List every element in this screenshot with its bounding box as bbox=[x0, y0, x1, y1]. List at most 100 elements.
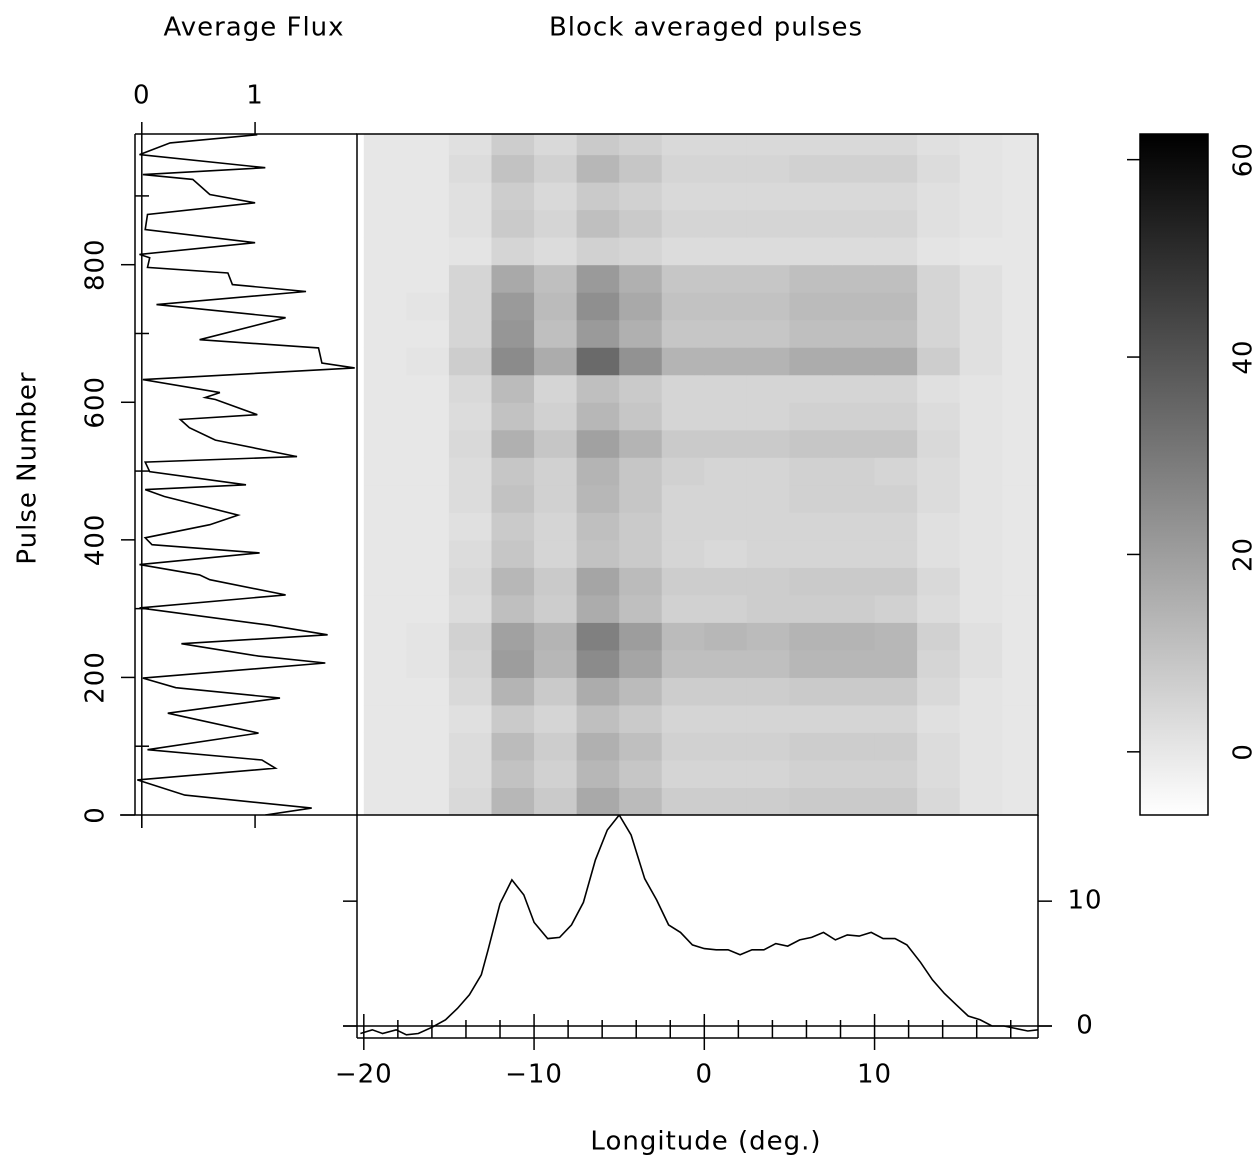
heatmap-cell bbox=[576, 759, 620, 788]
heatmap-cell bbox=[406, 154, 450, 183]
heatmap-cell bbox=[576, 787, 620, 815]
heatmap-cell bbox=[619, 677, 663, 706]
heatmap-cell bbox=[917, 567, 961, 596]
heatmap-cell bbox=[704, 182, 748, 211]
heatmap-cell bbox=[534, 677, 578, 706]
heatmap-cell bbox=[704, 134, 748, 156]
heatmap-cell bbox=[448, 347, 492, 376]
heatmap-cell bbox=[704, 209, 748, 238]
heatmap-cell bbox=[831, 402, 876, 431]
heatmap-cell bbox=[363, 319, 407, 348]
heatmap-cell bbox=[406, 512, 450, 541]
heatmap-cell bbox=[448, 429, 492, 458]
heatmap-cell bbox=[1002, 319, 1038, 348]
heatmap-cell bbox=[619, 182, 663, 211]
heatmap-cell bbox=[491, 264, 535, 293]
heatmap-cell bbox=[363, 622, 407, 651]
heatmap-cell bbox=[576, 134, 620, 156]
heatmap-cell bbox=[661, 567, 705, 596]
heatmap-cell bbox=[406, 209, 450, 238]
flux-line bbox=[137, 134, 355, 815]
heatmap-cell bbox=[576, 512, 620, 541]
heatmap-cell bbox=[831, 264, 876, 293]
heatmap-cell bbox=[917, 402, 961, 431]
heatmap-cell bbox=[363, 134, 407, 156]
heatmap-cell bbox=[917, 622, 961, 651]
heatmap-cell bbox=[363, 759, 407, 788]
heatmap-cell bbox=[448, 759, 492, 788]
heatmap-cell bbox=[406, 292, 450, 321]
heatmap-cell bbox=[406, 759, 450, 788]
heatmap-cell bbox=[704, 567, 748, 596]
heatmap-cell bbox=[789, 264, 833, 293]
heatmap-cell bbox=[363, 457, 407, 486]
heatmap-cell bbox=[406, 787, 450, 815]
heatmap-cell bbox=[746, 539, 790, 568]
heatmap-cell bbox=[874, 484, 918, 513]
heatmap-cell bbox=[874, 154, 918, 183]
heatmap-cell bbox=[789, 677, 833, 706]
heatmap-cell bbox=[746, 759, 790, 788]
heatmap-cell bbox=[789, 704, 833, 733]
heatmap-cell bbox=[448, 374, 492, 403]
heatmap-cell bbox=[959, 649, 1003, 678]
heatmap-cell bbox=[959, 347, 1003, 376]
heatmap-cell bbox=[959, 264, 1003, 293]
heatmap-cell bbox=[874, 594, 918, 623]
heatmap-cell bbox=[661, 209, 705, 238]
heatmap-cell bbox=[661, 264, 705, 293]
heatmap-cell bbox=[831, 732, 876, 761]
heatmap-cell bbox=[448, 292, 492, 321]
heatmap-cell bbox=[363, 512, 407, 541]
heatmap-cell bbox=[874, 264, 918, 293]
heatmap-cell bbox=[491, 134, 535, 156]
heatmap-cell bbox=[959, 209, 1003, 238]
heatmap-cell bbox=[789, 182, 833, 211]
heatmap-cell bbox=[789, 237, 833, 266]
profile-line bbox=[360, 815, 1038, 1036]
heatmap-cell bbox=[619, 622, 663, 651]
heatmap-cell bbox=[959, 787, 1003, 815]
heatmap-cell bbox=[406, 704, 450, 733]
heatmap-cell bbox=[661, 237, 705, 266]
heatmap-cell bbox=[704, 539, 748, 568]
heatmap-cell bbox=[874, 622, 918, 651]
heatmap-cell bbox=[363, 292, 407, 321]
x-tick-label: 10 bbox=[857, 1060, 892, 1090]
heatmap-cell bbox=[959, 622, 1003, 651]
heatmap-cell bbox=[491, 759, 535, 788]
heatmap-cell bbox=[789, 457, 833, 486]
heatmap-cell bbox=[363, 594, 407, 623]
heatmap-cell bbox=[831, 539, 876, 568]
heatmap-cell bbox=[789, 429, 833, 458]
y-tick-label: 600 bbox=[81, 376, 111, 429]
heatmap-cell bbox=[789, 402, 833, 431]
heatmap-cell bbox=[917, 704, 961, 733]
heatmap-cell bbox=[619, 512, 663, 541]
heatmap-cell bbox=[406, 539, 450, 568]
heatmap-cell bbox=[619, 264, 663, 293]
heatmap-cell bbox=[704, 649, 748, 678]
heatmap-cell bbox=[917, 292, 961, 321]
heatmap-cell bbox=[917, 484, 961, 513]
heatmap-cell bbox=[874, 134, 918, 156]
heatmap-cell bbox=[874, 649, 918, 678]
heatmap-cell bbox=[917, 429, 961, 458]
heatmap-cell bbox=[363, 787, 407, 815]
heatmap-cell bbox=[619, 237, 663, 266]
heatmap-cell bbox=[619, 704, 663, 733]
heatmap-cell bbox=[448, 264, 492, 293]
heatmap-cell bbox=[831, 374, 876, 403]
heatmap-cell bbox=[363, 649, 407, 678]
heatmap-cell bbox=[576, 402, 620, 431]
heatmap-cell bbox=[789, 539, 833, 568]
colorbar bbox=[1140, 134, 1208, 815]
heatmap-cell bbox=[534, 787, 578, 815]
x-tick-label: 0 bbox=[696, 1060, 714, 1090]
heatmap-cell bbox=[746, 264, 790, 293]
heatmap-cell bbox=[704, 704, 748, 733]
y-tick-label: 800 bbox=[81, 238, 111, 291]
heatmap-cell bbox=[831, 759, 876, 788]
y-tick-label: 200 bbox=[81, 651, 111, 704]
heatmap-cell bbox=[917, 787, 961, 815]
